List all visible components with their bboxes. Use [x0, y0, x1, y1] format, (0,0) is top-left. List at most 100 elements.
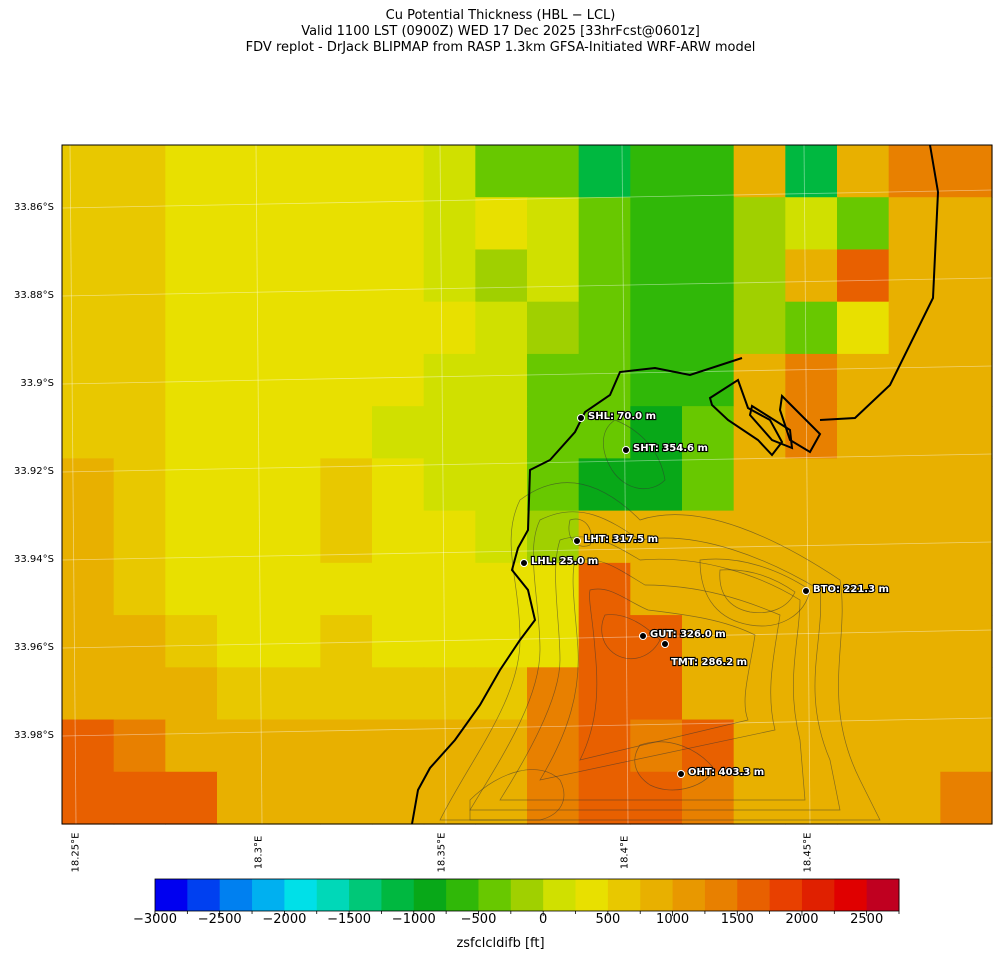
grid-cell [733, 197, 786, 251]
grid-cell [733, 719, 786, 773]
grid-cell [475, 145, 528, 198]
grid-cell [940, 615, 993, 668]
grid-cell [682, 458, 735, 512]
grid-cell [320, 667, 373, 721]
station-label-tmt: TMT: 286.2 m [671, 657, 747, 668]
grid-cell [423, 406, 476, 459]
grid-cell [372, 197, 425, 251]
grid-cell [837, 458, 890, 512]
grid-cell [475, 458, 528, 512]
colorbar-tick-label: −2000 [262, 912, 307, 927]
grid-cell [630, 145, 683, 198]
grid-cell [888, 615, 941, 668]
grid-cell [423, 145, 476, 198]
grid-cell [217, 301, 270, 355]
grid-cell [630, 353, 683, 407]
grid-cell [165, 458, 218, 512]
grid-cell [578, 249, 631, 303]
grid-cell [475, 667, 528, 721]
grid-cell [733, 771, 786, 825]
grid-cell [837, 615, 890, 668]
grid-cell [785, 771, 838, 825]
grid-cell [320, 406, 373, 459]
grid-cell [165, 406, 218, 459]
colorbar-swatch [219, 879, 253, 911]
station-marker-tmt [661, 640, 669, 648]
grid-cell [578, 458, 631, 512]
station-label-shl: SHL: 70.0 m [588, 411, 656, 422]
grid-cell [165, 667, 218, 721]
grid-cell [630, 615, 683, 668]
grid-cell [165, 562, 218, 616]
grid-cell [682, 667, 735, 721]
grid-cell [837, 562, 890, 616]
grid-cell [268, 406, 321, 459]
grid-cell [837, 353, 890, 407]
grid-cell [733, 353, 786, 407]
grid-cell [62, 406, 115, 459]
colorbar-swatch [834, 879, 868, 911]
colorbar-swatch [801, 879, 835, 911]
station-label-sht: SHT: 354.6 m [633, 443, 708, 454]
station-marker-oht [677, 770, 685, 778]
grid-cell [888, 458, 941, 512]
grid-cell [475, 353, 528, 407]
grid-cell [372, 719, 425, 773]
grid-cell [475, 562, 528, 616]
grid-cell [578, 197, 631, 251]
grid-cell [320, 353, 373, 407]
grid-cell [475, 301, 528, 355]
colorbar-tick-label: 500 [595, 912, 621, 927]
grid-cell [320, 510, 373, 564]
grid-cell [423, 458, 476, 512]
grid-cell [630, 562, 683, 616]
grid-cell [165, 510, 218, 564]
colorbar-tick-label: −1000 [391, 912, 436, 927]
colorbar [154, 878, 900, 916]
grid-cell [268, 771, 321, 825]
grid-cell [165, 615, 218, 668]
grid-cell [62, 615, 115, 668]
grid-cell [320, 615, 373, 668]
grid-cell [527, 719, 580, 773]
grid-cell [837, 510, 890, 564]
grid-cell [423, 197, 476, 251]
grid-cell [268, 145, 321, 198]
colorbar-tick-label: 0 [539, 912, 548, 927]
grid-cell [682, 249, 735, 303]
lat-tick: 33.94°S [14, 554, 54, 565]
title-line-3: FDV replot - DrJack BLIPMAP from RASP 1.… [245, 40, 756, 55]
grid-cell [527, 353, 580, 407]
grid-cell [372, 458, 425, 512]
grid-cell [837, 197, 890, 251]
grid-cell [475, 719, 528, 773]
grid-cell [785, 249, 838, 303]
lon-tick: 18.25°E [70, 832, 82, 873]
grid-cell [113, 249, 166, 303]
grid-cell [578, 771, 631, 825]
grid-cell [113, 406, 166, 459]
thickness-field [62, 145, 993, 825]
grid-cell [372, 353, 425, 407]
grid-cell [785, 458, 838, 512]
grid-cell [733, 301, 786, 355]
grid-cell [940, 719, 993, 773]
colorbar-swatch [640, 879, 674, 911]
grid-cell [733, 249, 786, 303]
colorbar-swatch [607, 879, 641, 911]
grid-cell [940, 353, 993, 407]
colorbar-tick-label: 2000 [785, 912, 819, 927]
colorbar-tick-label: 2500 [850, 912, 884, 927]
grid-cell [940, 197, 993, 251]
station-marker-sht [622, 446, 630, 454]
grid-cell [785, 615, 838, 668]
grid-cell [940, 145, 993, 198]
grid-cell [113, 197, 166, 251]
grid-cell [785, 719, 838, 773]
stations: SHL: 70.0 m SHT: 354.6 m LHT: 317.5 m LHL: … [520, 410, 890, 779]
grid-cell [578, 615, 631, 668]
grid-cell [62, 458, 115, 512]
grid-cell [113, 667, 166, 721]
grid-cell [372, 249, 425, 303]
grid-cell [682, 301, 735, 355]
